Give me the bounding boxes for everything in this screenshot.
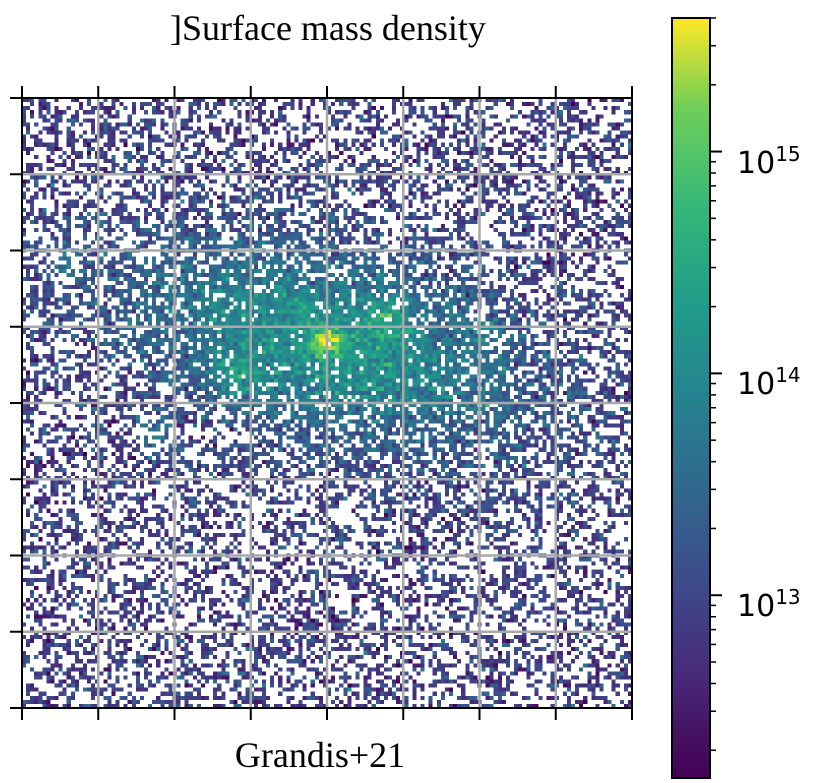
figure-caption: Grandis+21 (234, 735, 406, 775)
chart-title: ]Surface mass density (170, 6, 550, 50)
title-text: Surface mass density (182, 8, 486, 48)
x-axis-ticks (21, 86, 633, 720)
colorbar-tick-label-1e14: 1014 (737, 363, 801, 403)
colorbar-ticks (710, 17, 722, 752)
colorbar-tick-label-1e13: 1013 (737, 585, 801, 625)
title-prefix-glyph: ] (170, 8, 182, 48)
y-axis-ticks (10, 97, 22, 709)
colorbar (671, 17, 711, 779)
grid-lines (22, 98, 632, 708)
colorbar-tick-label-1e15: 1015 (737, 141, 801, 181)
